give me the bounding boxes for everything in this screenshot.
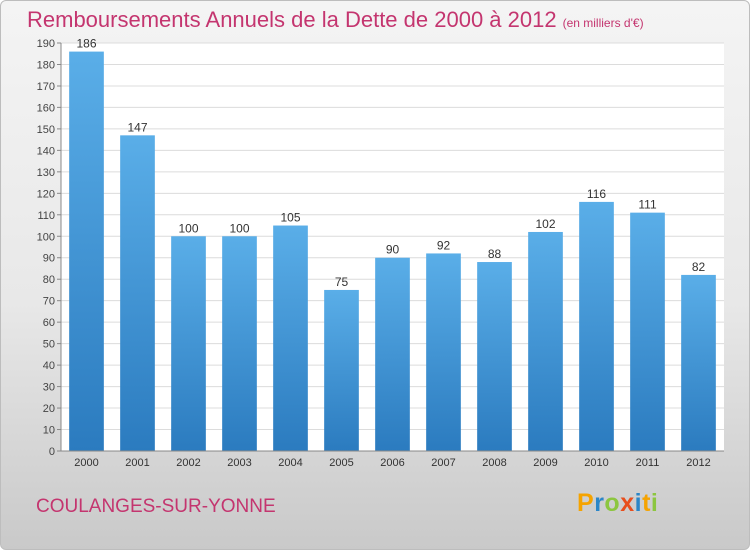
bar-2007 <box>426 253 461 451</box>
chart-title: Remboursements Annuels de la Dette de 20… <box>27 7 644 33</box>
logo-letter: i <box>634 489 643 517</box>
y-tick-label: 0 <box>49 446 55 458</box>
logo-letter: i <box>650 489 659 517</box>
y-tick-label: 100 <box>37 231 55 243</box>
y-tick-label: 30 <box>43 382 55 394</box>
chart-title-text: Remboursements Annuels de la Dette de 20… <box>27 7 557 32</box>
x-tick-label: 2006 <box>380 457 404 469</box>
y-tick-label: 150 <box>37 124 55 136</box>
y-tick-label: 10 <box>43 425 55 437</box>
bar-value-label: 105 <box>280 211 300 225</box>
bar-value-label: 116 <box>587 187 606 201</box>
bar-value-label: 88 <box>488 247 502 261</box>
logo-letter: t <box>642 489 651 517</box>
x-tick-label: 2010 <box>584 457 608 469</box>
bar-value-label: 186 <box>76 37 96 51</box>
bar-2006 <box>375 257 410 451</box>
x-tick-label: 2005 <box>329 457 353 469</box>
y-tick-label: 170 <box>37 81 55 93</box>
bar-2001 <box>120 135 155 451</box>
y-tick-label: 90 <box>43 253 55 265</box>
y-tick-label: 130 <box>37 167 55 179</box>
bar-value-label: 111 <box>638 198 657 212</box>
bar-2010 <box>579 201 614 451</box>
bar-value-label: 147 <box>127 120 147 134</box>
x-tick-label: 2007 <box>431 457 455 469</box>
proxiti-logo: Proxiti <box>577 489 658 518</box>
bar-2008 <box>477 262 512 451</box>
bar-2000 <box>69 51 104 451</box>
bar-2004 <box>273 225 308 451</box>
x-tick-label: 2001 <box>125 457 149 469</box>
commune-name: COULANGES-SUR-YONNE <box>36 496 276 517</box>
y-tick-label: 80 <box>43 274 55 286</box>
bar-2003 <box>222 236 257 451</box>
y-tick-label: 20 <box>43 403 55 415</box>
x-tick-label: 2009 <box>533 457 557 469</box>
logo-letter: P <box>577 489 595 517</box>
logo-letter: o <box>604 489 621 517</box>
bar-value-label: 100 <box>178 221 198 235</box>
x-tick-label: 2012 <box>686 457 710 469</box>
x-tick-label: 2003 <box>227 457 251 469</box>
bar-2005 <box>324 289 359 451</box>
x-tick-label: 2011 <box>636 457 660 469</box>
bar-value-label: 75 <box>335 275 349 289</box>
x-axis: 2000 2001 2002 2003 2004 2005 2006 2007 2008 2009… <box>61 450 724 469</box>
bar-value-label: 90 <box>386 243 400 257</box>
x-tick-label: 2002 <box>176 457 200 469</box>
bar-value-label: 82 <box>692 260 706 274</box>
bar-2011 <box>630 212 665 451</box>
y-tick-label: 120 <box>37 188 55 200</box>
y-tick-label: 160 <box>37 102 55 114</box>
y-tick-label: 40 <box>43 360 55 372</box>
bar-2009 <box>528 231 563 451</box>
y-axis: 0 10 20 30 40 50 60 70 80 90 100 110 120 130 140 150 160… <box>37 38 62 458</box>
bar-value-label: 92 <box>437 238 451 252</box>
logo-letter: x <box>620 489 635 517</box>
y-tick-label: 70 <box>43 296 55 308</box>
bar-2012 <box>681 274 716 451</box>
bar-2002 <box>171 236 206 451</box>
y-tick-label: 180 <box>37 59 55 71</box>
y-tick-label: 60 <box>43 317 55 329</box>
bar-value-label: 102 <box>535 217 555 231</box>
x-tick-label: 2004 <box>278 457 302 469</box>
x-tick-label: 2008 <box>482 457 506 469</box>
y-tick-label: 190 <box>37 38 55 50</box>
logo-letter: r <box>594 489 605 517</box>
y-tick-label: 140 <box>37 145 55 157</box>
bars: 186 147 100 100 105 75 90 92 88 102 116 111 82 <box>69 37 716 451</box>
y-tick-label: 50 <box>43 339 55 351</box>
bar-value-label: 100 <box>229 221 249 235</box>
unit-note: (en milliers d'€) <box>562 16 644 30</box>
x-tick-label: 2000 <box>74 457 98 469</box>
y-tick-label: 110 <box>37 210 55 222</box>
